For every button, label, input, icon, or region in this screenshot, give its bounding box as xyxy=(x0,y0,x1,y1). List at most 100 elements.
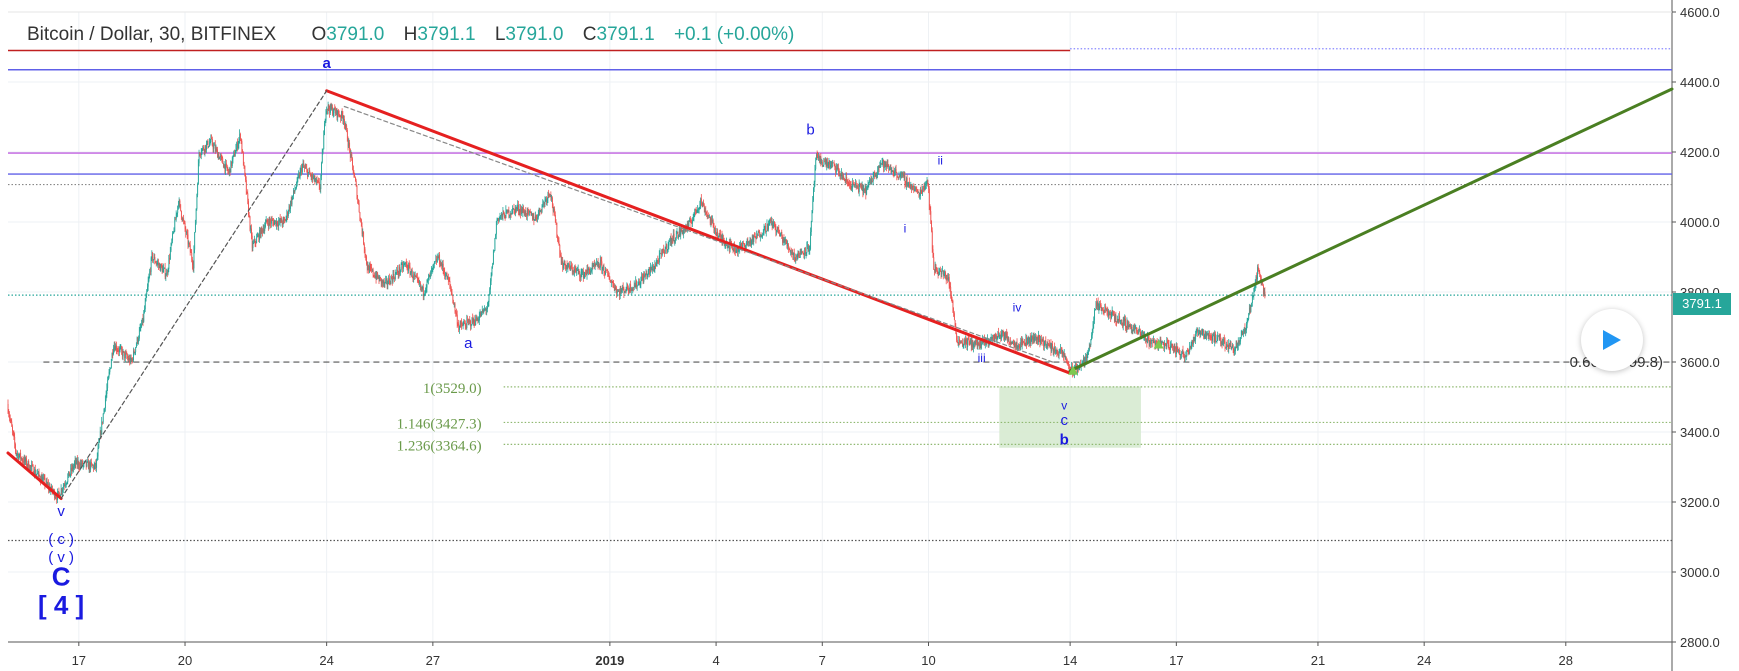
candle-body xyxy=(1198,330,1200,334)
candle-body xyxy=(1000,334,1002,339)
candle-body xyxy=(705,210,707,212)
candle-body xyxy=(230,161,232,173)
candle-body xyxy=(222,158,224,164)
candle-body xyxy=(914,188,916,190)
candle-body xyxy=(243,165,245,167)
candle-body xyxy=(214,144,216,146)
candle-body xyxy=(970,339,972,345)
candle-body xyxy=(865,186,867,195)
candle-body xyxy=(853,182,854,186)
candle-body xyxy=(1208,335,1210,337)
candle-body xyxy=(871,181,873,184)
candle-body xyxy=(920,190,921,196)
candle-body xyxy=(461,323,463,326)
candle-body xyxy=(833,162,835,164)
candle-body xyxy=(484,309,486,310)
candle-body xyxy=(178,200,180,206)
play-button[interactable] xyxy=(1581,309,1643,371)
trendline-uptrend xyxy=(1068,87,1674,373)
candle-body xyxy=(737,249,739,253)
candle-body xyxy=(707,215,709,217)
candle-body xyxy=(876,173,878,175)
candle-body xyxy=(1091,329,1093,336)
candle-body xyxy=(782,238,784,243)
candle-body xyxy=(245,173,247,181)
candle-body xyxy=(597,261,598,263)
candle-body xyxy=(437,257,438,263)
candle-body xyxy=(538,212,539,218)
candle-body xyxy=(883,161,885,169)
candle-body xyxy=(233,152,235,156)
candle-body xyxy=(299,174,300,178)
candle-body xyxy=(861,184,862,189)
candle-body xyxy=(749,241,750,244)
candle-body xyxy=(788,248,790,250)
candle-body xyxy=(1009,341,1011,343)
candle-body xyxy=(178,205,179,207)
candle-body xyxy=(144,309,145,313)
candle-body xyxy=(763,226,765,234)
candle-body xyxy=(1246,320,1248,325)
candle-body xyxy=(576,270,578,272)
candle-body xyxy=(618,291,620,293)
candle-body xyxy=(389,278,390,284)
candle-body xyxy=(504,218,506,219)
candle-body xyxy=(18,453,19,460)
candle-body xyxy=(224,164,226,171)
candle-body xyxy=(394,273,396,279)
candle-body xyxy=(123,351,125,352)
candle-body xyxy=(926,180,928,183)
candle-body xyxy=(320,176,322,190)
candle-body xyxy=(1067,361,1069,365)
candle-body xyxy=(896,172,898,177)
candle-body xyxy=(113,348,115,354)
candle-body xyxy=(1104,306,1106,313)
candle-body xyxy=(967,338,969,347)
candle-body xyxy=(162,268,164,273)
candle-body xyxy=(155,263,157,264)
candle-body xyxy=(587,268,589,271)
candle-body xyxy=(807,244,809,246)
candle-body xyxy=(653,266,654,271)
candle-body xyxy=(313,175,315,178)
candle-body xyxy=(682,230,684,234)
candle-body xyxy=(718,236,719,238)
candle-body xyxy=(477,319,479,322)
candle-body xyxy=(797,250,799,256)
candle-body xyxy=(337,110,339,118)
candle-body xyxy=(483,309,485,313)
candle-body xyxy=(581,272,583,274)
candle-body xyxy=(850,185,852,189)
candle-body xyxy=(1058,353,1060,356)
candle-body xyxy=(1184,355,1186,359)
candle-body xyxy=(1172,345,1174,351)
candle-body xyxy=(756,234,758,239)
candle-body xyxy=(909,182,910,188)
candle-body xyxy=(1034,337,1036,341)
candle-body xyxy=(107,379,109,389)
candle-body xyxy=(788,244,789,249)
candle-body xyxy=(786,242,788,247)
candle-body xyxy=(344,124,346,127)
candle-body xyxy=(706,214,708,216)
candle-body xyxy=(60,494,61,497)
candle-body xyxy=(895,169,896,172)
candle-body xyxy=(350,154,352,158)
candle-body xyxy=(866,188,868,195)
candle-body xyxy=(1018,345,1020,348)
candle-body xyxy=(1251,302,1253,305)
candle-body xyxy=(491,266,493,276)
candle-body xyxy=(816,154,818,157)
candle-body xyxy=(521,209,523,213)
candle-body xyxy=(363,232,365,245)
candle-body xyxy=(142,318,144,322)
candle-body xyxy=(941,270,943,275)
candle-body xyxy=(54,496,56,498)
candle-body xyxy=(20,452,22,459)
candle-body xyxy=(815,160,817,169)
candle-body xyxy=(759,232,761,238)
candle-body xyxy=(22,460,24,462)
candle-body xyxy=(1081,362,1083,364)
candle-body xyxy=(583,274,585,279)
